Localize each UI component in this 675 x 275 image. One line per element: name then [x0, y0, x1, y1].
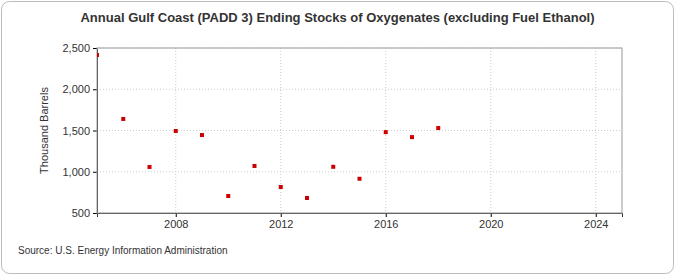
source-note: Source: U.S. Energy Information Administ… — [18, 245, 228, 256]
y-tick-label: 1,000 — [62, 166, 90, 178]
x-tick-label: 2024 — [584, 218, 608, 230]
point — [436, 126, 440, 130]
plot: 2008 2012 2016 2020 2024 500 1,000 1,500 2,000 2,… — [62, 42, 622, 230]
x-tick-mark — [596, 213, 597, 217]
x-tick-label: 2012 — [269, 218, 293, 230]
x-tick-mark — [281, 213, 282, 217]
x-tick-label: 2020 — [479, 218, 503, 230]
axis-line — [98, 214, 623, 218]
point — [279, 185, 283, 189]
y-tick-mark — [93, 131, 97, 132]
x-tick-label: 2016 — [374, 218, 398, 230]
plot-frame — [97, 48, 622, 213]
y-tick-mark — [93, 172, 97, 173]
point — [358, 177, 362, 181]
x-tick-mark — [176, 213, 177, 217]
x-tick-mark — [491, 213, 492, 217]
y-tick: 500 — [72, 207, 97, 219]
y-axis: 500 1,000 1,500 2,000 2,500 — [62, 42, 97, 219]
title: Annual Gulf Coast (PADD 3) Ending Stocks… — [80, 10, 594, 25]
grid — [97, 48, 622, 213]
chart: 2008 2012 2016 2020 2024 500 1,000 1,500 2,000 2,… — [0, 0, 675, 275]
points — [97, 53, 440, 200]
x-tick: 2008 — [164, 213, 188, 230]
point — [305, 196, 309, 200]
y-tick-mark — [93, 48, 97, 49]
y-tick: 2,000 — [62, 83, 97, 95]
x-tick: 2016 — [374, 213, 398, 230]
y-tick: 2,500 — [62, 42, 97, 54]
point — [253, 164, 257, 168]
grid-line — [595, 48, 596, 213]
y-tick: 1,000 — [62, 166, 97, 178]
point — [174, 129, 178, 133]
y-axis-title: Thousand Barrels — [38, 87, 50, 174]
grid-line — [97, 89, 622, 90]
y-tick-label: 500 — [72, 207, 90, 219]
x-tick: 2012 — [269, 213, 293, 230]
y-tick: 1,500 — [62, 125, 97, 137]
y-tick-label: 1,500 — [62, 125, 90, 137]
x-tick: 2020 — [479, 213, 503, 230]
y-tick-label: 2,500 — [62, 42, 90, 54]
point — [226, 194, 230, 198]
x-axis: 2008 2012 2016 2020 2024 — [98, 213, 623, 230]
grid-line — [490, 48, 491, 213]
point — [384, 130, 388, 134]
y-tick-mark — [93, 213, 97, 214]
x-tick-mark — [386, 213, 387, 217]
point — [331, 165, 335, 169]
point — [121, 117, 125, 121]
y-tick-mark — [93, 89, 97, 90]
point — [97, 53, 99, 57]
x-tick-label: 2008 — [164, 218, 188, 230]
point — [200, 133, 204, 137]
x-tick: 2024 — [584, 213, 608, 230]
y-tick-label: 2,000 — [62, 83, 90, 95]
chart-border — [2, 2, 674, 274]
point — [410, 135, 414, 139]
point — [148, 165, 152, 169]
